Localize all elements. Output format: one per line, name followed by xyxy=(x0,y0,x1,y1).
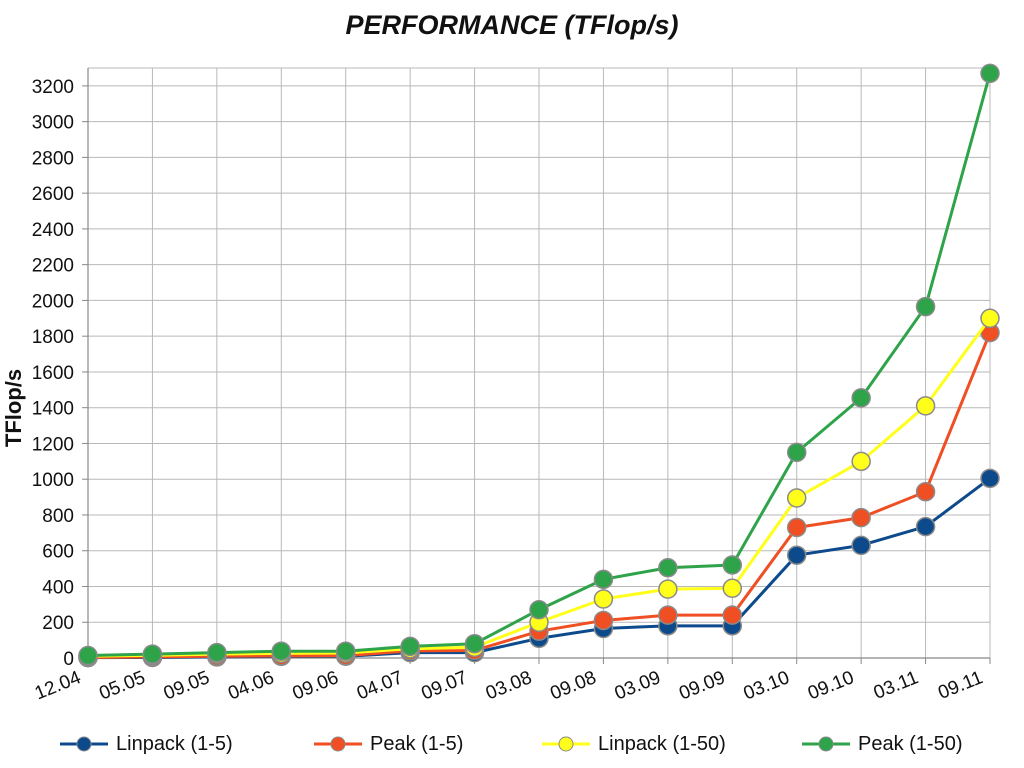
data-point xyxy=(658,605,678,625)
chart-title: PERFORMANCE (TFlop/s) xyxy=(345,10,679,40)
data-point xyxy=(851,507,871,528)
legend-item: Linpack (1-5) xyxy=(58,728,233,760)
data-point xyxy=(400,636,420,657)
data-point xyxy=(786,442,807,463)
legend: Linpack (1-5) Peak (1-5) Linpack (1-50) Pea… xyxy=(0,728,1024,760)
data-point xyxy=(915,296,936,317)
data-point xyxy=(142,644,163,664)
legend-marker xyxy=(76,736,92,752)
y-tick-labels: 0 200 400 600 800 1000 1200 1400 1600 1800 2000 220… xyxy=(32,77,74,670)
x-tick-label: 04.06 xyxy=(225,667,277,704)
data-point xyxy=(722,605,743,625)
x-tick-label: 03.10 xyxy=(741,667,793,704)
data-point xyxy=(722,578,743,599)
x-tick-label: 03.08 xyxy=(483,667,535,704)
data-point xyxy=(207,642,227,663)
y-tick-label: 2400 xyxy=(32,220,74,241)
y-tick-label: 2800 xyxy=(32,148,74,169)
y-tick-label: 2600 xyxy=(32,184,74,205)
data-point xyxy=(722,555,743,575)
x-tick-label: 09.09 xyxy=(676,667,728,704)
y-tick-label: 200 xyxy=(42,613,74,634)
legend-marker xyxy=(558,736,574,752)
x-tick-label: 09.07 xyxy=(418,667,470,704)
grid-lines xyxy=(87,67,991,659)
legend-item: Linpack (1-50) xyxy=(540,728,726,760)
legend-swatch xyxy=(60,736,108,752)
y-tick-label: 2000 xyxy=(32,291,74,312)
x-tick-label: 03.11 xyxy=(871,667,922,704)
series-lines xyxy=(78,63,1000,668)
y-tick-label: 1600 xyxy=(32,363,74,384)
data-point xyxy=(658,579,678,599)
data-point xyxy=(915,516,936,537)
data-point xyxy=(851,451,871,472)
y-tick-label: 1800 xyxy=(32,327,74,348)
x-tick-labels: 12.04 05.05 09.05 04.06 09.06 04.07 09.07 03.08… xyxy=(32,667,986,704)
data-point xyxy=(915,396,936,416)
line-chart: 0 200 400 600 800 1000 1200 1400 1600 1800 2000 220… xyxy=(32,63,1000,704)
y-tick-label: 0 xyxy=(63,649,74,670)
data-point xyxy=(593,589,614,609)
x-tick-label: 09.11 xyxy=(935,667,986,704)
y-tick-label: 1200 xyxy=(32,434,74,455)
y-tick-label: 800 xyxy=(42,506,74,527)
x-tick-label: 09.05 xyxy=(161,667,213,704)
y-tick-label: 600 xyxy=(42,542,74,563)
data-point xyxy=(980,308,1000,329)
y-tick-label: 2200 xyxy=(32,256,74,277)
legend-marker xyxy=(818,736,834,752)
x-tick-label: 09.10 xyxy=(805,667,857,704)
legend-swatch xyxy=(314,736,362,752)
legend-marker xyxy=(330,736,346,752)
legend-label: Linpack (1-5) xyxy=(116,732,233,755)
y-tick-label: 3200 xyxy=(32,77,74,98)
data-point xyxy=(78,645,98,666)
y-tick-label: 1000 xyxy=(32,470,74,491)
x-tick-label: 04.07 xyxy=(354,667,406,704)
y-tick-label: 400 xyxy=(42,577,74,598)
series-peak-1-50 xyxy=(78,63,1000,666)
data-point xyxy=(786,545,807,565)
x-tick-label: 03.09 xyxy=(612,667,664,704)
legend-swatch xyxy=(542,736,590,752)
data-point xyxy=(335,641,356,661)
data-point xyxy=(851,535,871,556)
data-point xyxy=(851,388,871,408)
data-point xyxy=(786,488,807,508)
data-point xyxy=(658,557,678,578)
data-point xyxy=(980,63,1000,84)
legend-label: Peak (1-50) xyxy=(858,732,963,755)
x-tick-label: 12.04 xyxy=(32,667,84,704)
data-point xyxy=(271,641,292,661)
data-point xyxy=(593,610,614,631)
x-tick-label: 05.05 xyxy=(96,667,148,704)
y-tick-label: 3000 xyxy=(32,113,74,134)
legend-swatch xyxy=(802,736,850,752)
data-point xyxy=(915,481,936,502)
legend-label: Linpack (1-50) xyxy=(598,732,726,755)
data-point xyxy=(980,468,1000,489)
data-point xyxy=(464,633,485,654)
y-tick-label: 1400 xyxy=(32,399,74,420)
legend-item: Peak (1-50) xyxy=(800,728,963,760)
legend-label: Peak (1-5) xyxy=(370,732,464,755)
data-point xyxy=(529,599,549,620)
legend-item: Peak (1-5) xyxy=(312,728,463,760)
x-tick-label: 09.06 xyxy=(290,667,342,704)
data-point xyxy=(593,569,614,590)
x-tick-label: 09.08 xyxy=(547,667,599,704)
data-point xyxy=(786,517,807,538)
